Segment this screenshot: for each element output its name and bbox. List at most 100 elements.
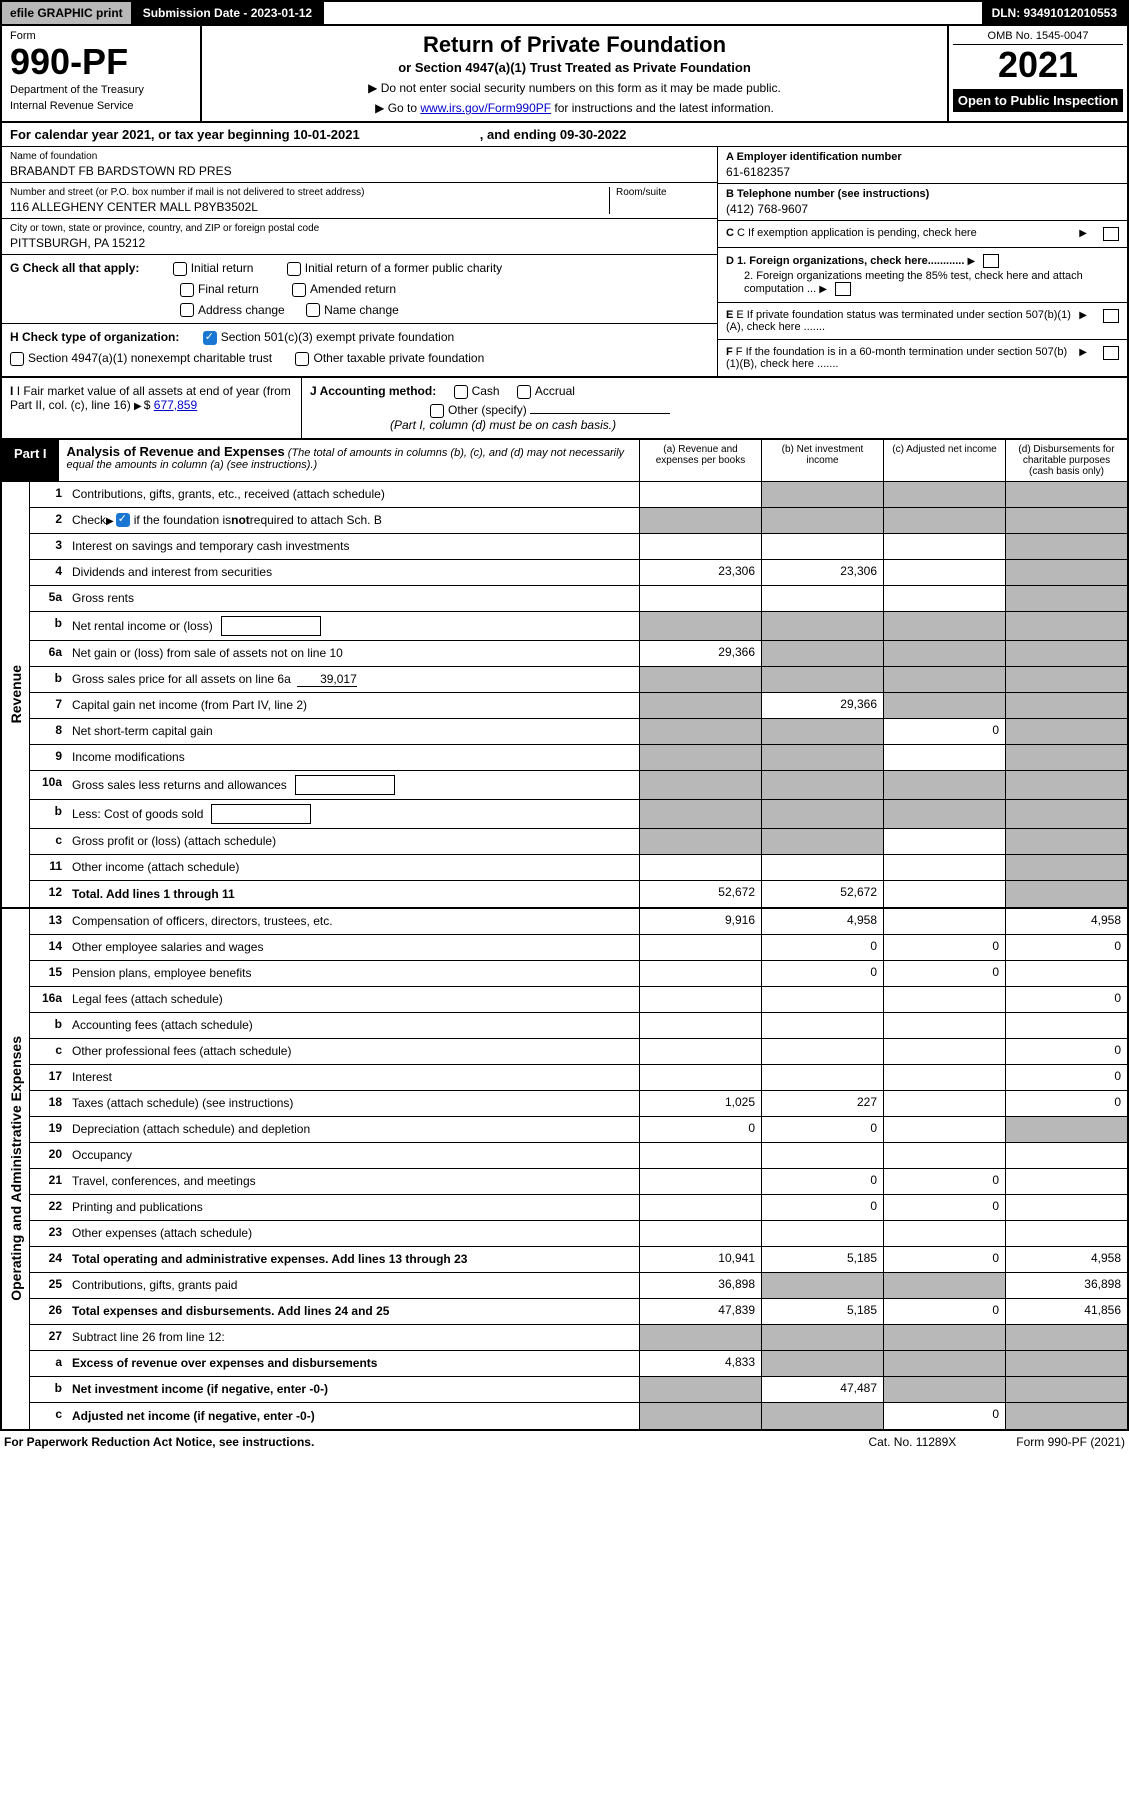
e-label: E If private foundation status was termi… xyxy=(726,309,1071,333)
pointer-icon xyxy=(967,255,977,267)
cb-other-method[interactable] xyxy=(430,404,444,418)
amount-cell-b xyxy=(761,719,883,744)
form-subtitle: or Section 4947(a)(1) Trust Treated as P… xyxy=(210,60,939,75)
f-row: F F If the foundation is in a 60-month t… xyxy=(718,340,1127,376)
amount-cell-b: 0 xyxy=(761,1169,883,1194)
amount-cell-b: 23,306 xyxy=(761,560,883,585)
amount-cell-x xyxy=(1005,1013,1127,1038)
h-check-section: H Check type of organization: Section 50… xyxy=(2,324,717,372)
line-description: Other income (attach schedule) xyxy=(66,855,639,880)
amount-cell-x xyxy=(1005,800,1127,828)
line-number: b xyxy=(30,1377,66,1402)
amount-cell-a xyxy=(639,482,761,507)
pointer-icon xyxy=(1079,346,1089,358)
line-description: Gross rents xyxy=(66,586,639,611)
amount-cell-x xyxy=(1005,719,1127,744)
cb-final-return[interactable] xyxy=(180,283,194,297)
line-description: Check if the foundation is not required … xyxy=(66,508,639,533)
amount-cell-x xyxy=(1005,1377,1127,1402)
line-description: Taxes (attach schedule) (see instruction… xyxy=(66,1091,639,1116)
d1-label: D 1. Foreign organizations, check here..… xyxy=(726,255,964,267)
amount-cell-x xyxy=(1005,1169,1127,1194)
line-number: 25 xyxy=(30,1273,66,1298)
cb-address-change[interactable] xyxy=(180,303,194,317)
line-number: 6a xyxy=(30,641,66,666)
amount-cell-b: 5,185 xyxy=(761,1247,883,1272)
amount-cell-x xyxy=(1005,745,1127,770)
line-number: b xyxy=(30,1013,66,1038)
part1-title: Analysis of Revenue and Expenses xyxy=(67,444,285,459)
amount-cell-c xyxy=(883,1143,1005,1168)
inline-amount-box[interactable] xyxy=(221,616,321,636)
irs-link[interactable]: www.irs.gov/Form990PF xyxy=(420,101,551,115)
amount-cell-b: 5,185 xyxy=(761,1299,883,1324)
table-row: 22Printing and publications00 xyxy=(30,1195,1127,1221)
i-fmv-value[interactable]: 677,859 xyxy=(154,398,197,412)
amount-cell-c: 0 xyxy=(883,1247,1005,1272)
amount-cell-x: 4,958 xyxy=(1005,1247,1127,1272)
amount-cell-a xyxy=(639,935,761,960)
cb-other-taxable[interactable] xyxy=(295,352,309,366)
cb-d2[interactable] xyxy=(835,282,851,296)
line-number: 21 xyxy=(30,1169,66,1194)
table-row: bGross sales price for all assets on lin… xyxy=(30,667,1127,693)
cb-amended-return[interactable] xyxy=(292,283,306,297)
inline-amount-box[interactable] xyxy=(211,804,311,824)
footer-cat-no: Cat. No. 11289X xyxy=(868,1435,956,1449)
j-label: J Accounting method: xyxy=(310,384,436,398)
ein-value: 61-6182357 xyxy=(726,163,1119,179)
amount-cell-c xyxy=(883,909,1005,934)
pointer-icon xyxy=(134,398,144,412)
line-description: Accounting fees (attach schedule) xyxy=(66,1013,639,1038)
amount-cell-b xyxy=(761,1221,883,1246)
amount-cell-b: 4,958 xyxy=(761,909,883,934)
table-row: 2Check if the foundation is not required… xyxy=(30,508,1127,534)
amount-cell-a xyxy=(639,1377,761,1402)
line-number: 10a xyxy=(30,771,66,799)
table-row: cGross profit or (loss) (attach schedule… xyxy=(30,829,1127,855)
inline-amount-box[interactable] xyxy=(295,775,395,795)
amount-cell-x xyxy=(1005,1325,1127,1350)
cb-initial-former[interactable] xyxy=(287,262,301,276)
cb-name-change[interactable] xyxy=(306,303,320,317)
instr-link-row: ▶ Go to www.irs.gov/Form990PF for instru… xyxy=(210,101,939,115)
cb-c-pending[interactable] xyxy=(1103,227,1119,241)
amount-cell-c xyxy=(883,1273,1005,1298)
table-row: 12Total. Add lines 1 through 1152,67252,… xyxy=(30,881,1127,907)
i-label: I Fair market value of all assets at end… xyxy=(10,384,291,412)
header-left: Form 990-PF Department of the Treasury I… xyxy=(2,26,202,121)
cb-e[interactable] xyxy=(1103,309,1119,323)
line-number: 5a xyxy=(30,586,66,611)
cb-sch-b[interactable] xyxy=(116,513,130,527)
amount-cell-c xyxy=(883,1013,1005,1038)
opt-addr-change: Address change xyxy=(198,303,285,317)
cb-4947[interactable] xyxy=(10,352,24,366)
cb-f[interactable] xyxy=(1103,346,1119,360)
efile-badge[interactable]: efile GRAPHIC print xyxy=(2,2,133,24)
amount-cell-c xyxy=(883,508,1005,533)
line-description: Other expenses (attach schedule) xyxy=(66,1221,639,1246)
amount-cell-c xyxy=(883,855,1005,880)
line-number: 14 xyxy=(30,935,66,960)
cb-501c3[interactable] xyxy=(203,331,217,345)
table-row: 16aLegal fees (attach schedule)0 xyxy=(30,987,1127,1013)
city: PITTSBURGH, PA 15212 xyxy=(10,234,709,250)
cal-year-end: , and ending 09-30-2022 xyxy=(480,127,627,142)
cb-cash[interactable] xyxy=(454,385,468,399)
amount-cell-x: 36,898 xyxy=(1005,1273,1127,1298)
amount-cell-c xyxy=(883,771,1005,799)
cb-accrual[interactable] xyxy=(517,385,531,399)
dept-irs: Internal Revenue Service xyxy=(10,100,192,112)
amount-cell-b: 0 xyxy=(761,1195,883,1220)
line-number: 19 xyxy=(30,1117,66,1142)
amount-cell-a: 4,833 xyxy=(639,1351,761,1376)
amount-cell-a xyxy=(639,829,761,854)
revenue-side-label: Revenue xyxy=(2,482,30,907)
table-row: 14Other employee salaries and wages000 xyxy=(30,935,1127,961)
cb-initial-return[interactable] xyxy=(173,262,187,276)
line-description: Gross sales price for all assets on line… xyxy=(66,667,639,692)
amount-cell-x: 0 xyxy=(1005,1039,1127,1064)
line-description: Gross sales less returns and allowances xyxy=(66,771,639,799)
cb-d1[interactable] xyxy=(983,254,999,268)
line-number: 7 xyxy=(30,693,66,718)
